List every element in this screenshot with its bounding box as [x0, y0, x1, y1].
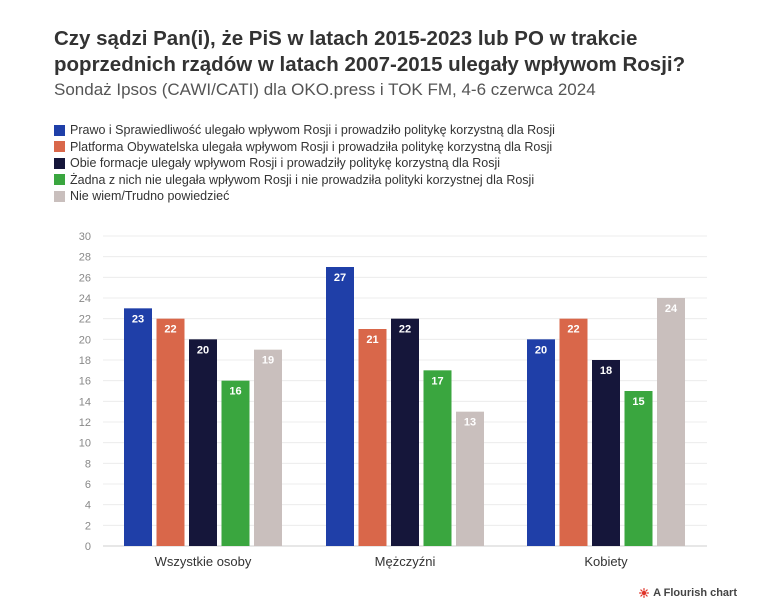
y-tick-label: 16 — [79, 376, 91, 388]
legend: Prawo i Sprawiedliwość ulegało wpływom R… — [54, 122, 555, 205]
y-tick-label: 26 — [79, 272, 91, 284]
bar — [358, 329, 387, 546]
legend-label: Platforma Obywatelska ulegała wpływom Ro… — [70, 139, 553, 154]
x-category-label: Wszystkie osoby — [155, 554, 252, 569]
bar — [592, 360, 620, 546]
y-tick-label: 12 — [79, 417, 91, 429]
bar-value-label: 18 — [600, 365, 612, 377]
y-tick-label: 14 — [79, 396, 91, 408]
legend-label: Żadna z nich nie ulegała wpływom Rosji i… — [70, 172, 535, 187]
y-tick-label: 0 — [85, 541, 91, 553]
bar — [326, 267, 354, 546]
legend-label: Obie formacje ulegały wpływom Rosji i pr… — [70, 156, 501, 171]
bar-value-label: 23 — [132, 313, 144, 325]
legend-item[interactable]: Nie wiem/Trudno powiedzieć — [54, 188, 555, 205]
legend-swatch — [54, 174, 65, 186]
y-tick-label: 20 — [79, 334, 91, 346]
bar — [657, 298, 685, 546]
y-tick-label: 8 — [85, 458, 91, 470]
legend-item[interactable]: Obie formacje ulegały wpływom Rosji i pr… — [54, 155, 555, 172]
y-tick-label: 28 — [79, 252, 91, 264]
bar — [124, 308, 152, 546]
legend-swatch — [54, 124, 65, 136]
bar — [254, 349, 282, 546]
y-tick-label: 4 — [85, 500, 91, 512]
bar — [624, 391, 653, 546]
y-tick-label: 18 — [79, 355, 91, 367]
bar — [221, 380, 250, 546]
flourish-credit[interactable]: A Flourish chart — [639, 587, 737, 599]
flourish-logo-icon — [639, 588, 650, 598]
legend-label: Nie wiem/Trudno powiedzieć — [70, 189, 230, 204]
bar-value-label: 22 — [164, 324, 176, 336]
bar-value-label: 15 — [632, 396, 644, 408]
bar-value-label: 20 — [535, 344, 547, 356]
legend-swatch — [54, 190, 65, 202]
legend-item[interactable]: Żadna z nich nie ulegała wpływom Rosji i… — [54, 172, 555, 189]
bar — [527, 339, 555, 546]
bar-value-label: 13 — [464, 417, 476, 429]
bar — [156, 318, 185, 546]
y-tick-label: 24 — [79, 293, 91, 305]
legend-swatch — [54, 157, 65, 169]
y-tick-label: 2 — [85, 520, 91, 532]
legend-item[interactable]: Platforma Obywatelska ulegała wpływom Ro… — [54, 139, 555, 156]
bar-value-label: 21 — [366, 334, 378, 346]
bar — [391, 318, 419, 546]
chart-title: Czy sądzi Pan(i), że PiS w latach 2015-2… — [54, 27, 686, 76]
legend-label: Prawo i Sprawiedliwość ulegało wpływom R… — [70, 123, 555, 138]
bar — [559, 318, 588, 546]
bar-value-label: 20 — [197, 344, 209, 356]
y-tick-label: 10 — [79, 438, 91, 450]
bar — [423, 370, 452, 546]
bar-value-label: 16 — [229, 386, 241, 398]
bar-value-label: 19 — [262, 355, 274, 367]
legend-swatch — [54, 141, 65, 153]
y-tick-label: 6 — [85, 479, 91, 491]
flourish-credit-label: A Flourish chart — [653, 587, 737, 599]
legend-item[interactable]: Prawo i Sprawiedliwość ulegało wpływom R… — [54, 122, 555, 139]
chart-subtitle: Sondaż Ipsos (CAWI/CATI) dla OKO.press i… — [54, 80, 596, 99]
bar-value-label: 22 — [567, 324, 579, 336]
bar — [456, 411, 484, 546]
bar-value-label: 17 — [431, 375, 443, 387]
x-category-label: Kobiety — [584, 554, 628, 569]
y-tick-label: 22 — [79, 314, 91, 326]
bar-value-label: 24 — [665, 303, 678, 315]
x-category-label: Mężczyźni — [375, 554, 436, 569]
y-tick-label: 30 — [79, 231, 91, 243]
bar-value-label: 22 — [399, 324, 411, 336]
bar — [189, 339, 217, 546]
bar-value-label: 27 — [334, 272, 346, 284]
